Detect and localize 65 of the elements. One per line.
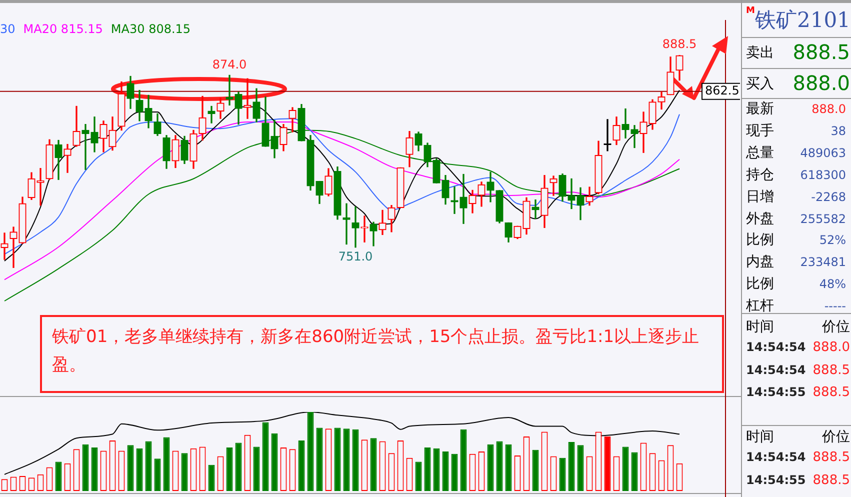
text: 888.5 xyxy=(812,450,850,465)
bar xyxy=(496,441,503,491)
candlestick xyxy=(10,226,18,268)
text: 价位 xyxy=(822,428,850,446)
text: 888.0 xyxy=(792,71,850,95)
text: 外盘 xyxy=(746,210,774,228)
candlestick xyxy=(532,199,540,220)
text: 买入 xyxy=(746,75,774,93)
annotation: 874.0 xyxy=(212,57,247,72)
text: 489063 xyxy=(800,144,846,162)
candlestick xyxy=(244,78,252,119)
bar xyxy=(154,458,161,491)
text: 52% xyxy=(819,232,846,250)
text: 最新 xyxy=(746,100,774,118)
text: 杠杆 xyxy=(746,297,774,316)
candlestick xyxy=(360,216,368,242)
bar xyxy=(127,445,134,491)
text: 时间 xyxy=(746,428,774,446)
text: 卖出 xyxy=(746,44,774,62)
text: 14:54:55 xyxy=(746,385,806,400)
text: 888.5 xyxy=(812,362,850,378)
text: 14:54:54 xyxy=(746,362,806,378)
text: 888.0 xyxy=(812,340,850,355)
text: 888.5 xyxy=(792,40,850,64)
text: 日增 xyxy=(746,188,774,206)
candlestick xyxy=(82,124,90,170)
candlestick xyxy=(460,174,468,224)
annotation: 751.0 xyxy=(338,249,373,264)
bar xyxy=(145,441,152,491)
text: 888.5 xyxy=(812,472,850,488)
text: 888.0 xyxy=(812,101,846,118)
text: MA30 808.15 xyxy=(110,22,191,36)
text: 总量 xyxy=(746,144,774,162)
annotation: 888.5 xyxy=(662,37,697,52)
text: 持仓 xyxy=(746,166,774,184)
text: 233481 xyxy=(800,254,846,272)
text: 888.5 xyxy=(812,385,850,400)
text: 14:54:54 xyxy=(746,450,806,465)
text: 48% xyxy=(819,276,846,294)
text: 时间 xyxy=(746,318,774,336)
text: 现手 xyxy=(746,122,774,140)
text: 内盘 xyxy=(746,253,774,272)
candlestick xyxy=(64,144,72,173)
candlestick xyxy=(622,108,630,138)
text: -2268 xyxy=(811,188,846,206)
text: 铁矿2101 xyxy=(754,8,850,32)
text: MA20 815.15 xyxy=(23,22,103,36)
text: M xyxy=(746,6,755,16)
candlestick xyxy=(550,176,558,196)
text: 铁矿01，老多单继续持有，新多在860附近尝试，15个点止损。盈亏比1:1以上逐步止盈。 xyxy=(40,315,724,393)
text: 862.5 xyxy=(705,83,740,98)
bar xyxy=(577,445,584,491)
candlestick xyxy=(352,206,360,248)
text: 255582 xyxy=(800,210,846,228)
candlestick xyxy=(630,125,638,148)
text: 14:54:54 xyxy=(746,340,806,355)
text: ----- xyxy=(824,298,846,316)
text: 38 xyxy=(830,122,846,140)
text: 比例 xyxy=(746,231,774,250)
text: 比例 xyxy=(746,275,774,294)
candlestick xyxy=(568,178,576,210)
text: 价位 xyxy=(822,318,850,336)
text: 618300 xyxy=(800,166,846,184)
text: 14:54:55 xyxy=(746,472,806,488)
text: 30 xyxy=(0,22,16,36)
